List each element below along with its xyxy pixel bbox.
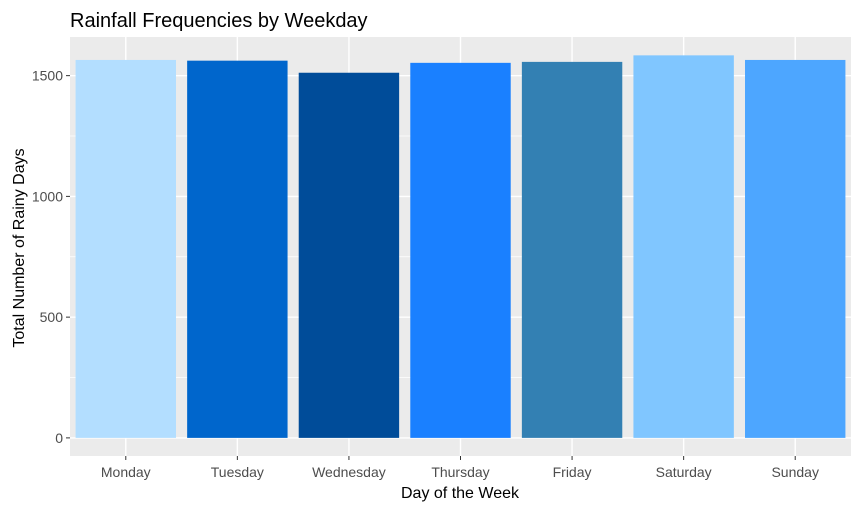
- y-axis-ticks: 0 500 1000 1500: [32, 68, 70, 446]
- bar-wednesday: [298, 72, 400, 438]
- bar-saturday: [633, 55, 734, 438]
- bar-monday: [75, 59, 176, 438]
- x-tick-label: Thursday: [431, 464, 489, 480]
- bar-tuesday: [187, 60, 288, 438]
- y-tick-label: 1500: [32, 68, 63, 84]
- x-axis-title: Day of the Week: [401, 485, 520, 502]
- bar-friday: [521, 61, 623, 438]
- bar-thursday: [410, 62, 511, 438]
- x-tick-label: Monday: [101, 464, 151, 480]
- y-axis-title: Total Number of Rainy Days: [11, 148, 28, 347]
- x-axis-ticks: Monday Tuesday Wednesday Thursday Friday Satu…: [101, 456, 819, 480]
- x-tick-label: Sunday: [771, 464, 818, 480]
- y-tick-label: 0: [55, 430, 63, 446]
- bar-sunday: [745, 59, 846, 438]
- y-tick-label: 500: [40, 309, 64, 325]
- chart-title: Rainfall Frequencies by Weekday: [70, 10, 368, 32]
- x-tick-label: Tuesday: [211, 464, 264, 480]
- x-tick-label: Friday: [553, 464, 592, 480]
- bars: [75, 55, 846, 438]
- x-tick-label: Saturday: [656, 464, 712, 480]
- y-tick-label: 1000: [32, 188, 63, 204]
- x-tick-label: Wednesday: [312, 464, 386, 480]
